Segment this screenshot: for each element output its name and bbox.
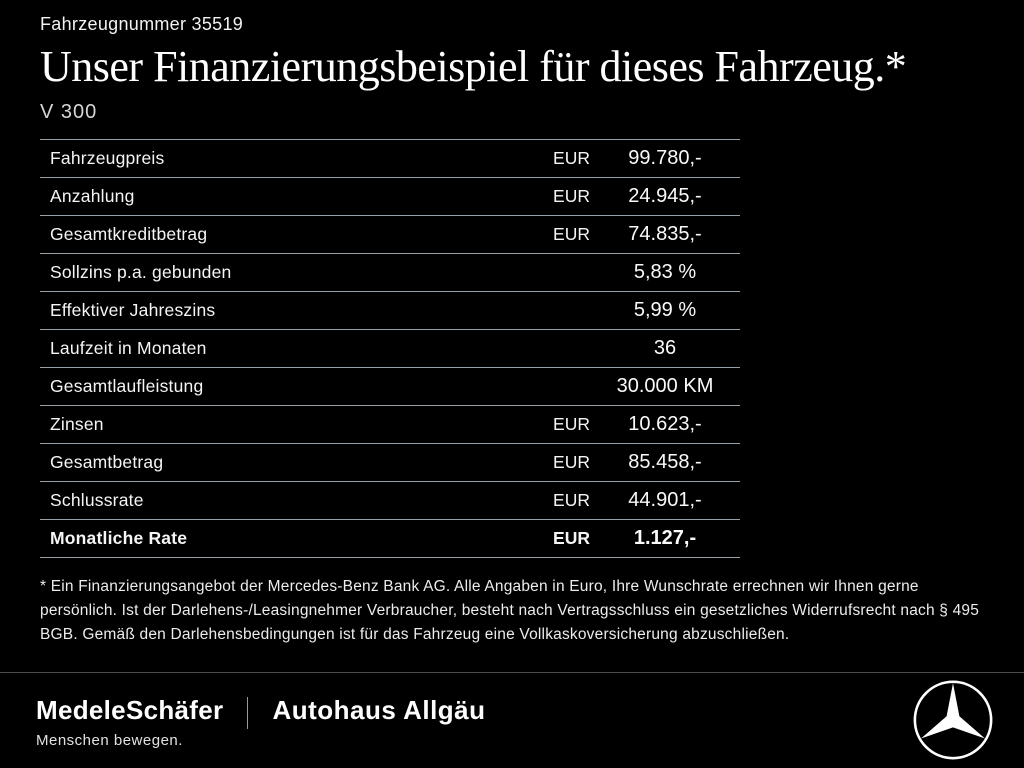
row-value: 44.901,- <box>628 489 702 511</box>
page-title: Unser Finanzierungsbeispiel für dieses F… <box>40 42 907 91</box>
table-row: Zinsen EUR 10.623,- <box>40 406 740 444</box>
dealer-name: MedeleSchäfer <box>36 695 224 725</box>
row-currency: EUR <box>553 490 590 510</box>
row-label: Gesamtlaufleistung <box>50 376 204 396</box>
mercedes-star-icon <box>912 679 994 766</box>
row-currency: EUR <box>553 148 590 168</box>
row-label: Gesamtbetrag <box>50 452 164 472</box>
row-label: Schlussrate <box>50 490 144 510</box>
row-currency: EUR <box>553 452 590 472</box>
table-row-monthly-rate: Monatliche Rate EUR 1.127,- <box>40 520 740 558</box>
row-value: 5,83 % <box>633 261 697 283</box>
table-row: Sollzins p.a. gebunden 5,83 % <box>40 254 740 292</box>
table-row: Fahrzeugpreis EUR 99.780,- <box>40 140 740 178</box>
table-row: Laufzeit in Monaten 36 <box>40 330 740 368</box>
vehicle-number: Fahrzeugnummer 35519 <box>40 14 244 34</box>
row-currency: EUR <box>553 224 590 244</box>
row-value: 24.945,- <box>628 185 702 207</box>
row-value: 99.780,- <box>628 147 702 169</box>
table-row: Gesamtbetrag EUR 85.458,- <box>40 444 740 482</box>
row-value: 36 <box>653 337 677 359</box>
row-currency: EUR <box>553 528 590 548</box>
row-label: Effektiver Jahreszins <box>50 300 216 320</box>
finance-table: Fahrzeugpreis EUR 99.780,- Anzahlung EUR… <box>40 139 740 558</box>
table-row: Gesamtlaufleistung 30.000 KM <box>40 368 740 406</box>
table-row: Effektiver Jahreszins 5,99 % <box>40 292 740 330</box>
row-value: 74.835,- <box>628 223 702 245</box>
row-label: Laufzeit in Monaten <box>50 338 207 358</box>
dealer-logo-autohaus-allgaeu: Autohaus Allgäu <box>272 695 486 725</box>
row-label: Monatliche Rate <box>50 528 188 548</box>
finance-slide: Fahrzeugnummer 35519 Unser Finanzierungs… <box>40 14 980 643</box>
row-value: 5,99 % <box>633 299 697 321</box>
table-row: Schlussrate EUR 44.901,- <box>40 482 740 520</box>
footer: MedeleSchäfer Menschen bewegen. Autohaus… <box>0 672 1024 768</box>
row-value: 30.000 KM <box>616 375 714 397</box>
row-label: Zinsen <box>50 414 104 434</box>
table-row: Anzahlung EUR 24.945,- <box>40 178 740 216</box>
dealer-tagline: Menschen bewegen. <box>36 732 183 749</box>
row-value: 85.458,- <box>628 451 702 473</box>
row-label: Fahrzeugpreis <box>50 148 165 168</box>
row-label: Gesamtkreditbetrag <box>50 224 208 244</box>
footer-divider <box>247 697 249 729</box>
row-label: Sollzins p.a. gebunden <box>50 262 232 282</box>
row-currency: EUR <box>553 414 590 434</box>
footnote: * Ein Finanzierungsangebot der Mercedes-… <box>40 578 980 643</box>
row-currency: EUR <box>553 186 590 206</box>
table-row: Gesamtkreditbetrag EUR 74.835,- <box>40 216 740 254</box>
row-value: 10.623,- <box>628 413 702 435</box>
row-value: 1.127,- <box>633 527 697 549</box>
dealer-logo-medele-schaefer: MedeleSchäfer Menschen bewegen. <box>36 697 223 749</box>
vehicle-model: V 300 <box>40 101 98 123</box>
row-label: Anzahlung <box>50 186 135 206</box>
